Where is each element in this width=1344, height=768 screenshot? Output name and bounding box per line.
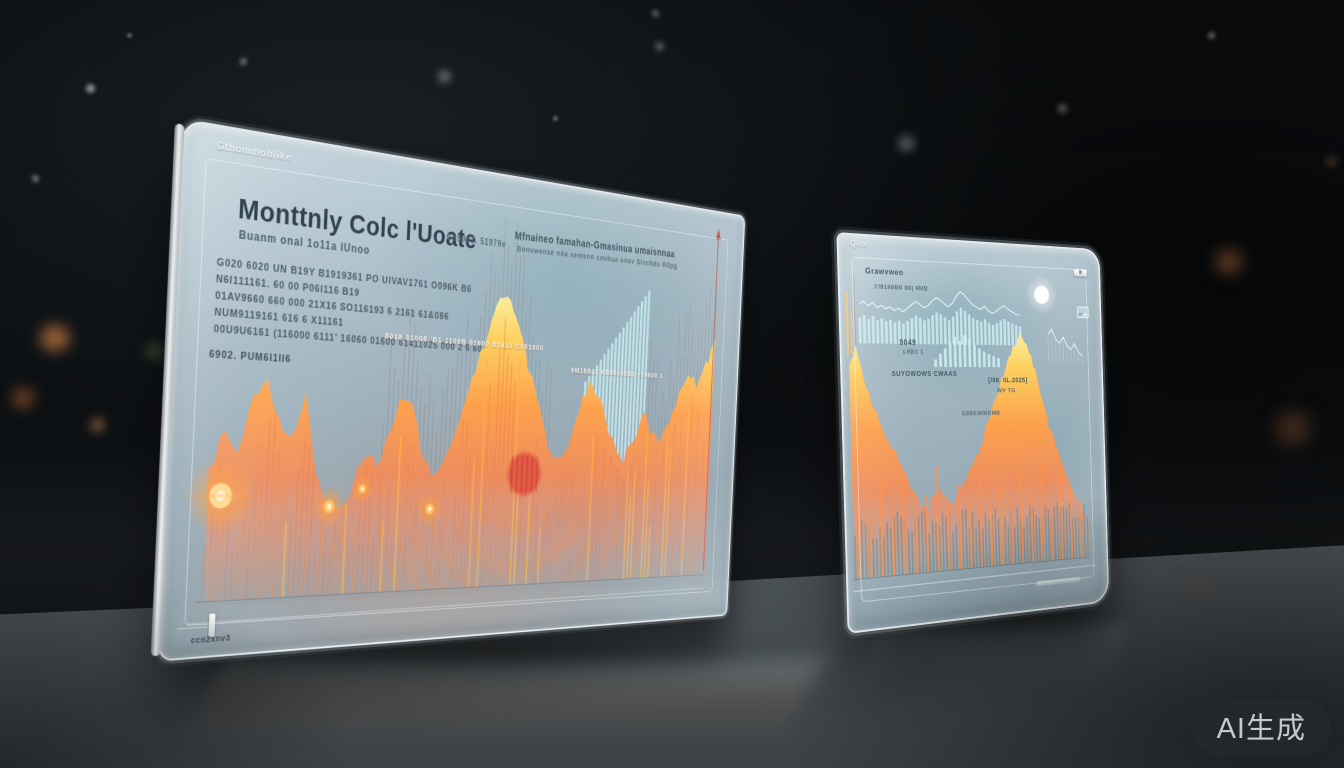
- image-thumbnail-icon: [1077, 306, 1089, 318]
- bokeh-light: [1208, 32, 1215, 39]
- bokeh-light: [240, 58, 247, 65]
- bokeh-light: [1326, 156, 1337, 167]
- bokeh-light: [1276, 412, 1310, 444]
- watermark-text: AI生成: [1217, 713, 1306, 745]
- left-display-panel: Gthommoblike Monttnly Colc l'Uoate Buanm…: [158, 118, 746, 661]
- right-display-panel: Qim ≣ Grawvweo I'/9198B9 88| 9MB 9049 L9…: [836, 232, 1109, 634]
- bokeh-light: [40, 325, 70, 351]
- ai-generated-watermark-badge: AI生成: [1193, 699, 1330, 756]
- bokeh-light: [655, 42, 664, 51]
- scene: Gthommoblike Monttnly Colc l'Uoate Buanm…: [0, 0, 1344, 768]
- bokeh-light: [899, 136, 914, 151]
- left-waveform-chart: [160, 121, 745, 660]
- bokeh-light: [1216, 250, 1242, 274]
- bokeh-light: [553, 116, 558, 121]
- bokeh-light: [146, 344, 162, 359]
- bokeh-light: [652, 10, 659, 17]
- bokeh-light: [127, 33, 132, 38]
- bokeh-light: [1058, 104, 1067, 113]
- bokeh-light: [86, 84, 95, 93]
- right-panel-charts: [838, 234, 1108, 632]
- timeline-slider-handle[interactable]: [208, 613, 215, 637]
- top-right-badge-button[interactable]: ≣: [1074, 269, 1087, 277]
- bokeh-light: [438, 70, 451, 83]
- bokeh-light: [32, 175, 39, 182]
- bokeh-light: [90, 418, 105, 432]
- bokeh-light: [12, 388, 34, 408]
